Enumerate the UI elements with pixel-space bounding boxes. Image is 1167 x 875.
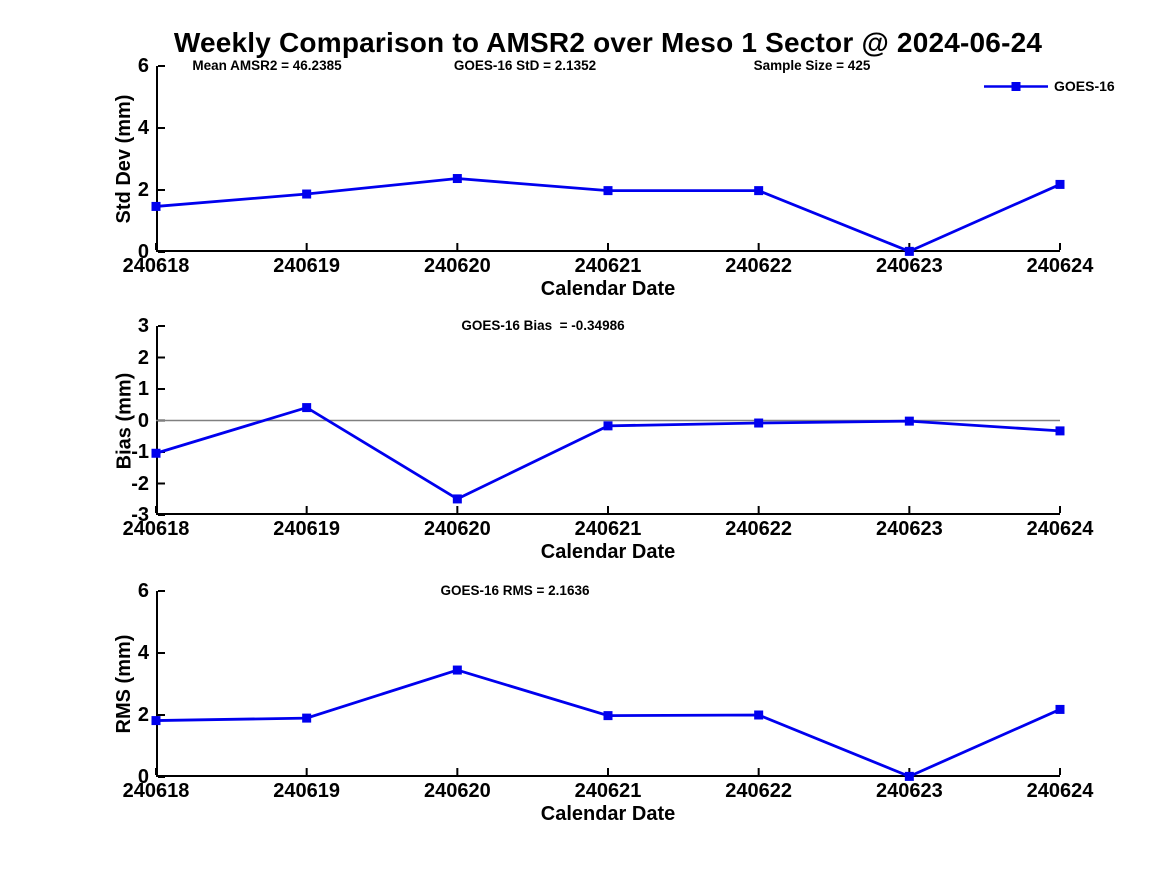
subplot-annotation: GOES-16 Bias = -0.34986 xyxy=(461,318,625,333)
x-tick-label: 240620 xyxy=(423,518,491,540)
x-axis-label: Calendar Date xyxy=(540,278,676,300)
data-point-marker xyxy=(603,186,613,196)
x-tick-label: 240624 xyxy=(1026,255,1094,277)
y-tick-label: 0 xyxy=(137,766,149,788)
data-point-marker xyxy=(302,403,312,413)
x-axis-label: Calendar Date xyxy=(540,803,676,825)
y-tick-label: 4 xyxy=(137,642,149,664)
subplot-annotation: GOES-16 RMS = 2.1636 xyxy=(440,583,590,598)
data-point-marker xyxy=(452,174,462,184)
x-tick-label: 240621 xyxy=(574,255,642,277)
data-point-marker xyxy=(1055,179,1065,189)
subplot-std-dev-plot xyxy=(151,65,1065,256)
data-point-marker xyxy=(1055,426,1065,436)
x-tick-label: 240621 xyxy=(574,518,642,540)
x-tick-label: 240618 xyxy=(122,780,190,802)
y-tick-label: 4 xyxy=(137,117,149,139)
y-axis-label: Bias (mm) xyxy=(113,372,135,469)
x-tick-label: 240622 xyxy=(725,518,793,540)
y-tick-label: 0 xyxy=(137,241,149,263)
subplot-annotation: Sample Size = 425 xyxy=(753,58,871,73)
x-tick-label: 240620 xyxy=(423,780,491,802)
x-tick-label: 240621 xyxy=(574,780,642,802)
y-tick-label: 2 xyxy=(137,704,149,726)
legend-line-icon xyxy=(984,81,1048,91)
y-axis-label: Std Dev (mm) xyxy=(113,94,135,224)
data-point-marker xyxy=(904,246,914,256)
x-tick-label: 240618 xyxy=(122,255,190,277)
x-tick-label: 240624 xyxy=(1026,780,1094,802)
subplot-bias-plot xyxy=(151,325,1065,516)
subplot-annotation: Mean AMSR2 = 46.2385 xyxy=(192,58,342,73)
y-tick-label: -2 xyxy=(131,472,149,495)
data-line-GOES-16 xyxy=(155,406,1061,501)
y-tick-label: 6 xyxy=(137,55,149,77)
x-tick-label: 240622 xyxy=(725,255,793,277)
x-tick-label: 240619 xyxy=(273,255,341,277)
data-point-marker xyxy=(452,665,462,675)
chart-title: Weekly Comparison to AMSR2 over Meso 1 S… xyxy=(173,27,1043,58)
data-point-marker xyxy=(151,201,161,211)
legend-label: GOES-16 xyxy=(1054,78,1115,94)
x-tick-label: 240619 xyxy=(273,518,341,540)
x-tick-label: 240623 xyxy=(875,780,943,802)
data-point-marker xyxy=(754,186,764,196)
y-tick-label: 3 xyxy=(137,315,149,337)
data-point-marker xyxy=(754,710,764,720)
x-tick-label: 240624 xyxy=(1026,518,1094,540)
x-tick-label: 240623 xyxy=(875,255,943,277)
data-point-marker xyxy=(1055,704,1065,714)
data-point-marker xyxy=(904,771,914,781)
y-tick-label: 2 xyxy=(137,179,149,201)
y-tick-label: 0 xyxy=(137,409,149,432)
subplot-rms-plot xyxy=(151,590,1065,781)
legend: GOES-16 xyxy=(984,76,1115,96)
y-tick-label: 1 xyxy=(137,378,149,400)
x-tick-label: 240619 xyxy=(273,780,341,802)
data-point-marker xyxy=(603,421,613,431)
y-tick-label: 2 xyxy=(137,346,149,369)
data-point-marker xyxy=(603,711,613,721)
data-point-marker xyxy=(151,448,161,458)
y-tick-label: 6 xyxy=(137,580,149,602)
data-line-GOES-16 xyxy=(155,668,1061,778)
y-tick-label: -1 xyxy=(131,441,149,463)
data-point-marker xyxy=(151,716,161,726)
data-point-marker xyxy=(904,416,914,426)
data-point-marker xyxy=(302,189,312,199)
x-tick-label: 240620 xyxy=(423,255,491,277)
x-tick-label: 240618 xyxy=(122,518,190,540)
y-axis-label: RMS (mm) xyxy=(113,634,135,734)
subplot-annotation: GOES-16 StD = 2.1352 xyxy=(453,58,597,73)
x-axis-label: Calendar Date xyxy=(540,541,676,563)
data-point-marker xyxy=(302,713,312,723)
y-tick-label: -3 xyxy=(131,504,149,526)
x-tick-label: 240622 xyxy=(725,780,793,802)
x-tick-label: 240623 xyxy=(875,518,943,540)
data-point-marker xyxy=(452,494,462,504)
data-point-marker xyxy=(754,418,764,428)
